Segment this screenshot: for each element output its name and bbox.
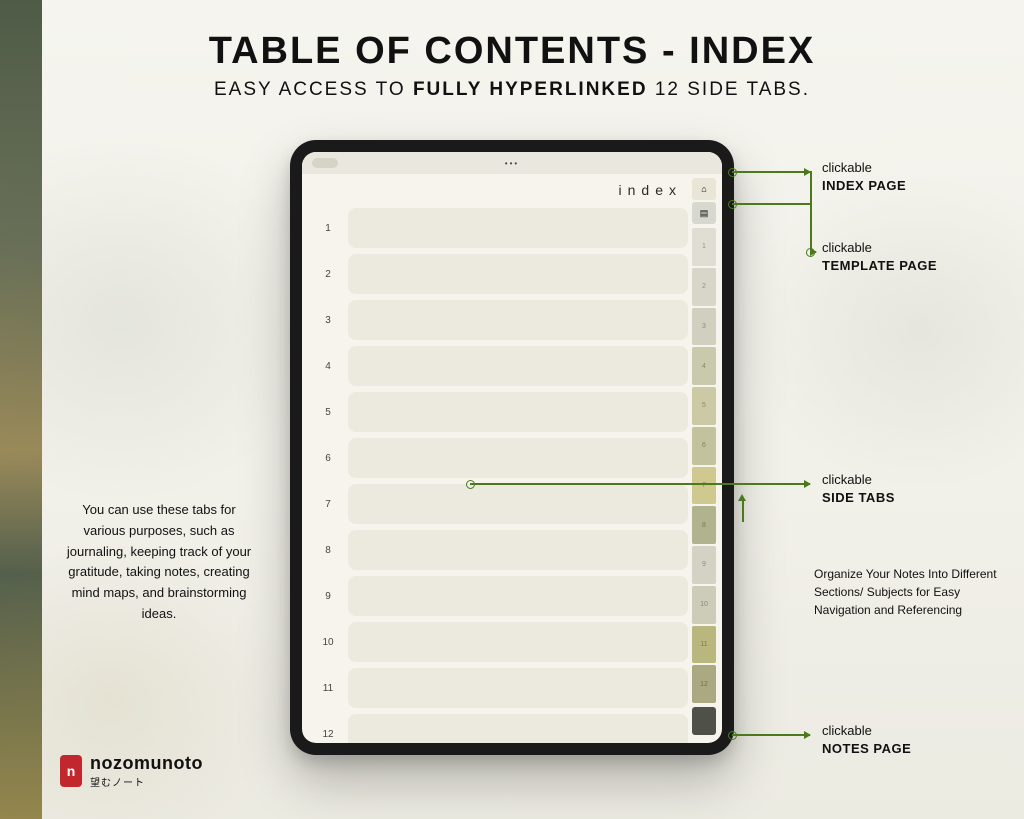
callout-line-template-h xyxy=(732,203,810,205)
index-row-number: 10 xyxy=(316,622,340,662)
tab-template-page[interactable]: ▤ xyxy=(692,202,716,224)
callout-notes-small: clickable xyxy=(822,722,911,740)
index-row-number: 5 xyxy=(316,392,340,432)
index-row-field[interactable] xyxy=(348,484,688,524)
side-tab[interactable]: 6 xyxy=(692,427,716,465)
side-tab[interactable]: 8 xyxy=(692,506,716,544)
callout-index-page: clickable INDEX PAGE xyxy=(822,159,906,194)
callout-sidetabs-big: SIDE TABS xyxy=(822,489,895,507)
callout-sidetabs-small: clickable xyxy=(822,471,895,489)
index-row-field[interactable] xyxy=(348,576,688,616)
side-tab[interactable]: 1 xyxy=(692,228,716,266)
template-icon: ▤ xyxy=(700,208,709,219)
side-tabs-container: 123456789101112 xyxy=(692,228,716,703)
index-row-field[interactable] xyxy=(348,668,688,708)
brand-name: nozomunoto xyxy=(90,753,203,774)
toolbar-menu-icon[interactable] xyxy=(312,158,338,168)
callout-index-small: clickable xyxy=(822,159,906,177)
index-row[interactable]: 6 xyxy=(316,438,688,478)
index-row[interactable]: 9 xyxy=(316,576,688,616)
index-row[interactable]: 7 xyxy=(316,484,688,524)
callout-line-index xyxy=(732,171,810,173)
callout-arrow-up-icon xyxy=(738,494,746,501)
tab-notes-page[interactable] xyxy=(692,707,716,735)
brand-jp: 望むノート xyxy=(90,774,203,789)
callout-vert-template xyxy=(810,171,812,251)
callout-index-big: INDEX PAGE xyxy=(822,177,906,195)
callout-line-sidetabs xyxy=(470,483,810,485)
index-row-field[interactable] xyxy=(348,530,688,570)
index-row-number: 11 xyxy=(316,668,340,708)
right-description: Organize Your Notes Into Different Secti… xyxy=(814,565,1010,619)
index-row-field[interactable] xyxy=(348,254,688,294)
subtitle-strong: FULLY HYPERLINKED xyxy=(413,79,648,100)
index-row[interactable]: 11 xyxy=(316,668,688,708)
page-canvas: TABLE OF CONTENTS - INDEX EASY ACCESS TO… xyxy=(0,0,1024,819)
tab-index-page[interactable]: ⌂ xyxy=(692,178,716,200)
index-row-field[interactable] xyxy=(348,208,688,248)
app-toolbar: ••• xyxy=(302,152,722,174)
index-row-field[interactable] xyxy=(348,300,688,340)
index-row[interactable]: 5 xyxy=(316,392,688,432)
index-row[interactable]: 12 xyxy=(316,714,688,743)
index-row-number: 8 xyxy=(316,530,340,570)
index-row-number: 1 xyxy=(316,208,340,248)
callout-template-page: clickable TEMPLATE PAGE xyxy=(822,239,937,274)
side-tab[interactable]: 3 xyxy=(692,308,716,346)
index-row[interactable]: 3 xyxy=(316,300,688,340)
callout-line-notes xyxy=(732,734,810,736)
page-subtitle: EASY ACCESS TO FULLY HYPERLINKED 12 SIDE… xyxy=(0,79,1024,101)
index-row[interactable]: 10 xyxy=(316,622,688,662)
index-row-number: 6 xyxy=(316,438,340,478)
brand-logo-text: nozomunoto 望むノート xyxy=(90,753,203,789)
tablet-screen: ••• ⌂ ▤ index 123456789101112 1234567891… xyxy=(302,152,722,743)
side-tab[interactable]: 11 xyxy=(692,626,716,664)
callout-template-small: clickable xyxy=(822,239,937,257)
subtitle-prefix: EASY ACCESS TO xyxy=(214,79,413,100)
callout-side-tabs: clickable SIDE TABS xyxy=(822,471,895,506)
index-row-field[interactable] xyxy=(348,346,688,386)
callout-template-big: TEMPLATE PAGE xyxy=(822,257,937,275)
side-tab[interactable]: 4 xyxy=(692,347,716,385)
index-row-number: 3 xyxy=(316,300,340,340)
side-tab[interactable]: 7 xyxy=(692,467,716,505)
left-description: You can use these tabs for various purpo… xyxy=(60,500,258,625)
index-row[interactable]: 4 xyxy=(316,346,688,386)
callout-notes-big: NOTES PAGE xyxy=(822,740,911,758)
brand-logo-mark-icon: n xyxy=(60,755,82,787)
brand-logo[interactable]: n nozomunoto 望むノート xyxy=(60,753,203,789)
index-row-number: 7 xyxy=(316,484,340,524)
home-icon: ⌂ xyxy=(701,184,706,194)
page-title: TABLE OF CONTENTS - INDEX xyxy=(0,30,1024,73)
index-rows-container: 123456789101112 xyxy=(316,204,688,731)
headline-block: TABLE OF CONTENTS - INDEX EASY ACCESS TO… xyxy=(0,30,1024,101)
index-row-field[interactable] xyxy=(348,392,688,432)
callout-vert-sidetabs xyxy=(742,498,744,522)
index-row[interactable]: 2 xyxy=(316,254,688,294)
index-row-field[interactable] xyxy=(348,622,688,662)
side-tab[interactable]: 2 xyxy=(692,268,716,306)
subtitle-suffix: 12 SIDE TABS. xyxy=(648,79,810,100)
callout-arrow-template xyxy=(810,251,816,253)
index-row[interactable]: 8 xyxy=(316,530,688,570)
toolbar-more-icon[interactable]: ••• xyxy=(505,159,519,168)
index-row[interactable]: 1 xyxy=(316,208,688,248)
index-row-number: 12 xyxy=(316,714,340,743)
index-page-title: index xyxy=(619,182,682,198)
side-tab[interactable]: 10 xyxy=(692,586,716,624)
index-page-title-area: index xyxy=(302,174,722,206)
side-tab[interactable]: 12 xyxy=(692,665,716,703)
index-row-number: 4 xyxy=(316,346,340,386)
index-row-number: 9 xyxy=(316,576,340,616)
index-row-field[interactable] xyxy=(348,438,688,478)
side-tab[interactable]: 9 xyxy=(692,546,716,584)
tablet-frame: ••• ⌂ ▤ index 123456789101112 1234567891… xyxy=(290,140,734,755)
index-row-number: 2 xyxy=(316,254,340,294)
callout-notes-page: clickable NOTES PAGE xyxy=(822,722,911,757)
side-tab[interactable]: 5 xyxy=(692,387,716,425)
index-row-field[interactable] xyxy=(348,714,688,743)
